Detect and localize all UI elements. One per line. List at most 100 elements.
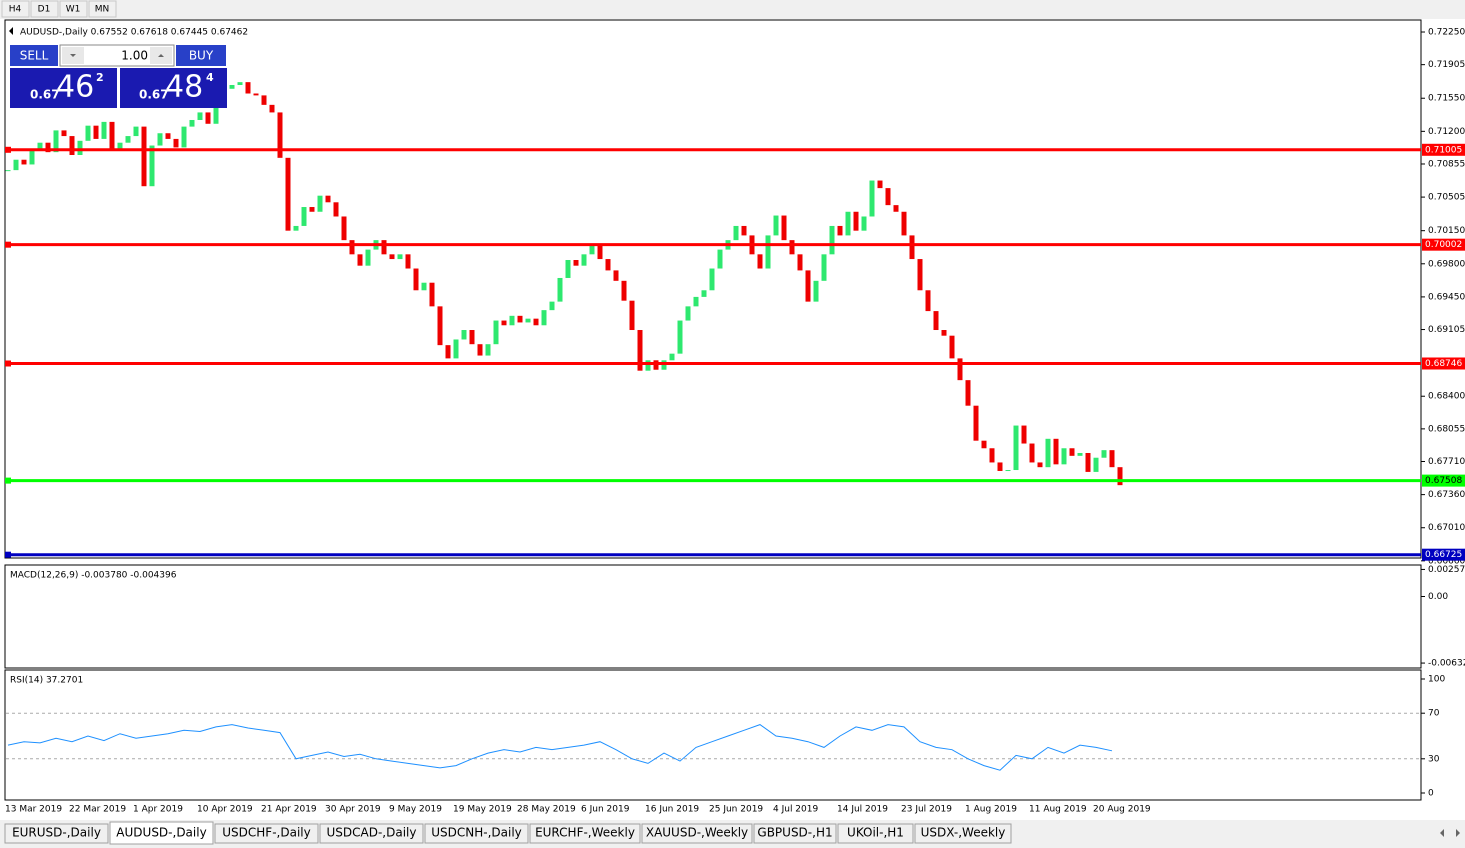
level-handle[interactable]	[5, 241, 11, 248]
candle	[989, 448, 995, 463]
candle	[877, 180, 883, 189]
candle	[301, 207, 307, 226]
candle	[1109, 450, 1115, 468]
candle	[365, 249, 371, 266]
tab[interactable]	[529, 823, 641, 844]
candle	[901, 211, 907, 236]
y-tick-label: 0.67360	[1428, 490, 1465, 500]
timeframe-button[interactable]	[30, 0, 59, 18]
level-handle[interactable]	[5, 360, 11, 367]
candle	[309, 207, 315, 212]
candle	[869, 180, 875, 217]
tab[interactable]	[4, 823, 109, 844]
candle	[589, 245, 595, 255]
x-tick-label: 20 Aug 2019	[1093, 805, 1151, 815]
candle	[581, 254, 587, 266]
tab[interactable]	[424, 823, 529, 844]
tab[interactable]	[109, 821, 214, 845]
buy-button[interactable]	[176, 45, 226, 66]
timeframe-button[interactable]	[59, 0, 88, 18]
y-tick-label: 70	[1428, 709, 1440, 719]
tab[interactable]	[319, 823, 424, 844]
tab[interactable]	[753, 823, 837, 844]
y-tick-label: 0.69450	[1428, 292, 1465, 302]
candle	[461, 330, 467, 340]
candle	[525, 318, 531, 323]
candle	[437, 306, 443, 346]
candle	[1005, 470, 1011, 472]
candle	[845, 211, 851, 236]
candle	[565, 260, 571, 278]
candle	[421, 282, 427, 291]
buy-label: BUY	[189, 49, 214, 63]
tab-label: USDCHF-,Daily	[222, 826, 310, 840]
candle	[997, 462, 1003, 471]
macd-panel	[4, 564, 1422, 669]
candle	[445, 345, 451, 359]
tab-label: EURCHF-,Weekly	[535, 826, 635, 840]
collapse-icon	[9, 27, 13, 35]
tab-label: USDCAD-,Daily	[327, 826, 417, 840]
candle	[213, 102, 219, 124]
y-tick-label: 0.002574	[1428, 565, 1465, 575]
candle	[285, 157, 291, 231]
tab-label: USDX-,Weekly	[921, 826, 1006, 840]
scroll-right[interactable]	[1456, 829, 1460, 837]
candle	[173, 138, 179, 148]
candle	[941, 330, 947, 336]
candle	[85, 125, 91, 141]
candle	[557, 277, 563, 302]
level-label: 0.71005	[1425, 145, 1462, 155]
candle	[669, 353, 675, 361]
candle	[293, 225, 299, 231]
y-tick-label: 0.70505	[1428, 193, 1465, 203]
lot-input[interactable]	[59, 44, 175, 67]
candle	[13, 159, 19, 171]
level-handle[interactable]	[5, 146, 11, 153]
price-big: 46	[56, 70, 94, 105]
x-tick-label: 16 Jun 2019	[645, 805, 699, 815]
lot-value: 1.00	[121, 49, 148, 63]
candle	[965, 380, 971, 406]
x-tick-label: 1 Apr 2019	[133, 805, 183, 815]
level-tag	[1422, 143, 1465, 156]
candle	[413, 268, 419, 291]
level-handle[interactable]	[5, 477, 11, 484]
candle	[709, 268, 715, 291]
sell-price-box[interactable]	[10, 68, 117, 108]
timeframe-button[interactable]	[88, 0, 117, 18]
tab[interactable]	[214, 823, 319, 844]
candle	[261, 95, 267, 105]
candle	[165, 133, 171, 139]
x-tick-label: 25 Jun 2019	[709, 805, 763, 815]
y-tick-label: 0.70150	[1428, 226, 1465, 236]
candle	[741, 225, 747, 236]
scroll-left[interactable]	[1440, 829, 1444, 837]
candle	[733, 225, 739, 241]
main-panel	[4, 19, 1422, 559]
tab[interactable]	[837, 823, 914, 844]
timeframe-button[interactable]	[1, 0, 30, 18]
candle	[533, 318, 539, 326]
level-handle[interactable]	[5, 551, 11, 558]
tab[interactable]	[641, 823, 753, 844]
candle	[805, 270, 811, 302]
candle	[981, 440, 987, 449]
candle	[1061, 448, 1067, 465]
y-tick-label: 0.68055	[1428, 424, 1465, 434]
candle	[349, 240, 355, 255]
candle	[453, 339, 459, 359]
sell-button[interactable]	[10, 45, 58, 66]
tab[interactable]	[914, 823, 1012, 844]
tab-label: USDCNH-,Daily	[431, 826, 522, 840]
candle	[1101, 450, 1107, 458]
candle	[717, 249, 723, 269]
candle	[21, 159, 27, 165]
buy-price-box[interactable]	[120, 68, 227, 108]
candle	[189, 119, 195, 127]
y-tick-label: 0.69800	[1428, 259, 1465, 269]
candle	[149, 145, 155, 187]
x-tick-label: 4 Jul 2019	[773, 805, 818, 815]
candle	[477, 344, 483, 356]
